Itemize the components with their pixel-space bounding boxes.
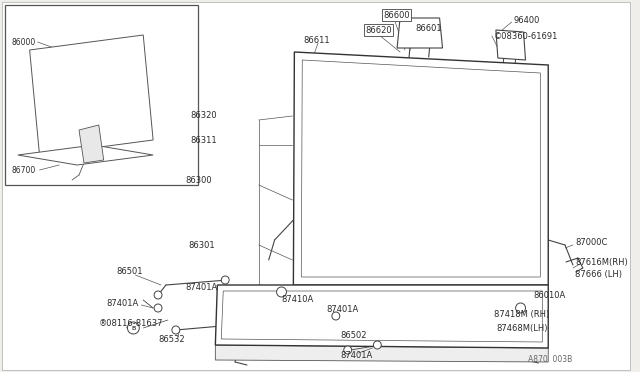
Text: 87401A: 87401A — [107, 298, 139, 308]
Text: 86620: 86620 — [365, 26, 392, 35]
Polygon shape — [79, 125, 104, 163]
Text: 86611: 86611 — [303, 35, 330, 45]
Text: 86502: 86502 — [340, 331, 367, 340]
Text: 87401A: 87401A — [340, 350, 373, 359]
Text: 87666 (LH): 87666 (LH) — [575, 270, 622, 279]
Text: 86301: 86301 — [189, 241, 215, 250]
Text: 86700: 86700 — [12, 166, 36, 174]
Circle shape — [154, 304, 162, 312]
Polygon shape — [221, 291, 542, 342]
Text: 86600: 86600 — [383, 10, 410, 19]
Polygon shape — [397, 18, 442, 48]
Circle shape — [172, 326, 180, 334]
Polygon shape — [496, 30, 525, 60]
Text: 86010A: 86010A — [533, 291, 566, 299]
Text: 86501: 86501 — [116, 267, 143, 276]
Polygon shape — [301, 60, 540, 277]
Circle shape — [127, 322, 140, 334]
FancyBboxPatch shape — [5, 5, 198, 185]
Circle shape — [516, 303, 525, 313]
Circle shape — [344, 346, 351, 354]
Text: 86300: 86300 — [186, 176, 212, 185]
Text: 87616M(RH): 87616M(RH) — [575, 257, 628, 266]
Circle shape — [154, 291, 162, 299]
Text: 96400: 96400 — [514, 16, 540, 25]
Text: 86532: 86532 — [158, 336, 185, 344]
Text: 87418M (RH): 87418M (RH) — [494, 311, 549, 320]
FancyBboxPatch shape — [2, 2, 630, 370]
Text: 86311: 86311 — [191, 135, 218, 144]
Text: 86320: 86320 — [191, 110, 218, 119]
Text: 86000: 86000 — [12, 38, 36, 46]
Polygon shape — [29, 35, 153, 155]
Polygon shape — [18, 145, 153, 165]
Polygon shape — [215, 345, 548, 362]
Polygon shape — [215, 285, 548, 348]
Text: 87410A: 87410A — [282, 295, 314, 305]
Text: 87401A: 87401A — [326, 305, 358, 314]
Text: A870  003B: A870 003B — [529, 356, 573, 365]
Circle shape — [276, 287, 287, 297]
Text: ®08116-81637: ®08116-81637 — [99, 318, 163, 327]
Text: B: B — [131, 326, 136, 330]
Polygon shape — [293, 52, 548, 285]
Text: 86601: 86601 — [415, 23, 442, 32]
Circle shape — [332, 312, 340, 320]
Text: ©08360-61691: ©08360-61691 — [494, 32, 558, 41]
Text: 87000C: 87000C — [575, 237, 607, 247]
Circle shape — [221, 276, 229, 284]
Text: 87401A: 87401A — [185, 282, 218, 292]
Text: 87468M(LH): 87468M(LH) — [496, 324, 547, 333]
Circle shape — [373, 341, 381, 349]
